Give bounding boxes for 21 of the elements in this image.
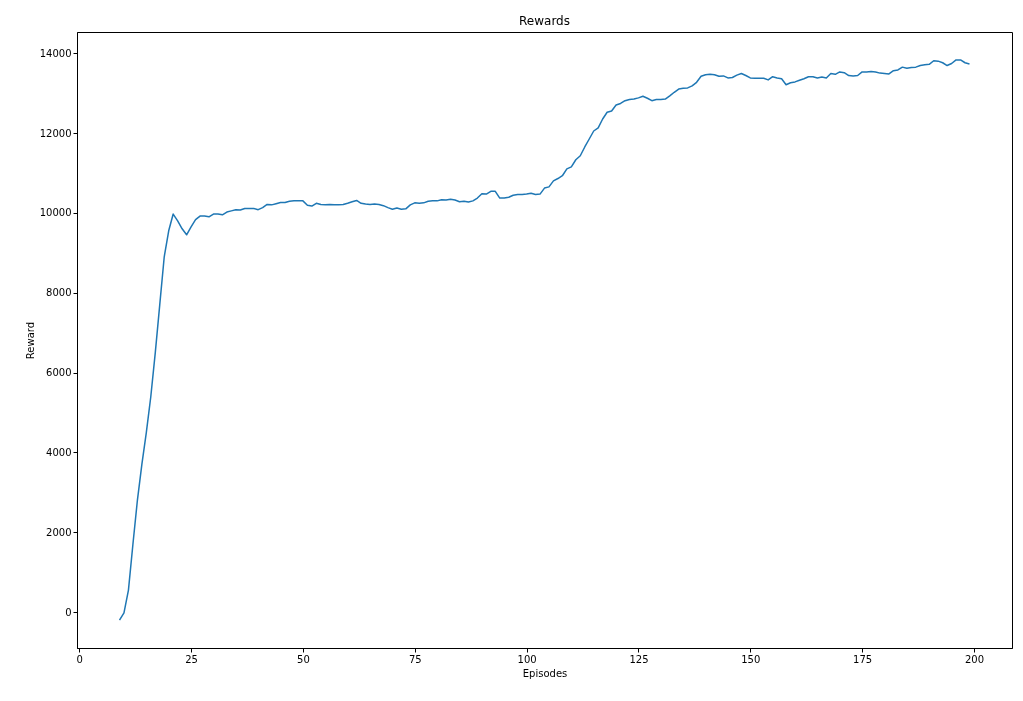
y-tick-label: 12000: [39, 127, 72, 139]
x-tick-label: 0: [76, 653, 83, 665]
y-tick-label: 4000: [46, 446, 72, 458]
line-series: [118, 59, 971, 621]
x-tick-label: 50: [297, 653, 310, 665]
chart-title: Rewards: [519, 14, 570, 28]
x-tick-label: 150: [741, 653, 761, 665]
y-tick-label: 0: [65, 606, 72, 618]
x-tick-label: 200: [964, 653, 985, 665]
x-tick-label: 100: [517, 653, 537, 665]
y-tick-label: 8000: [46, 287, 72, 299]
y-tick-label: 10000: [39, 207, 72, 219]
x-tick-label: 175: [853, 653, 873, 665]
x-tick-label: 125: [629, 653, 649, 665]
y-tick-label: 2000: [46, 526, 72, 538]
x-axis-title: Episodes: [522, 667, 568, 679]
y-axis-title: Reward: [24, 321, 36, 360]
x-tick-label: 75: [408, 653, 422, 665]
x-tick-label: 25: [185, 653, 198, 665]
y-tick-label: 14000: [39, 47, 72, 59]
y-tick-label: 6000: [46, 367, 72, 379]
